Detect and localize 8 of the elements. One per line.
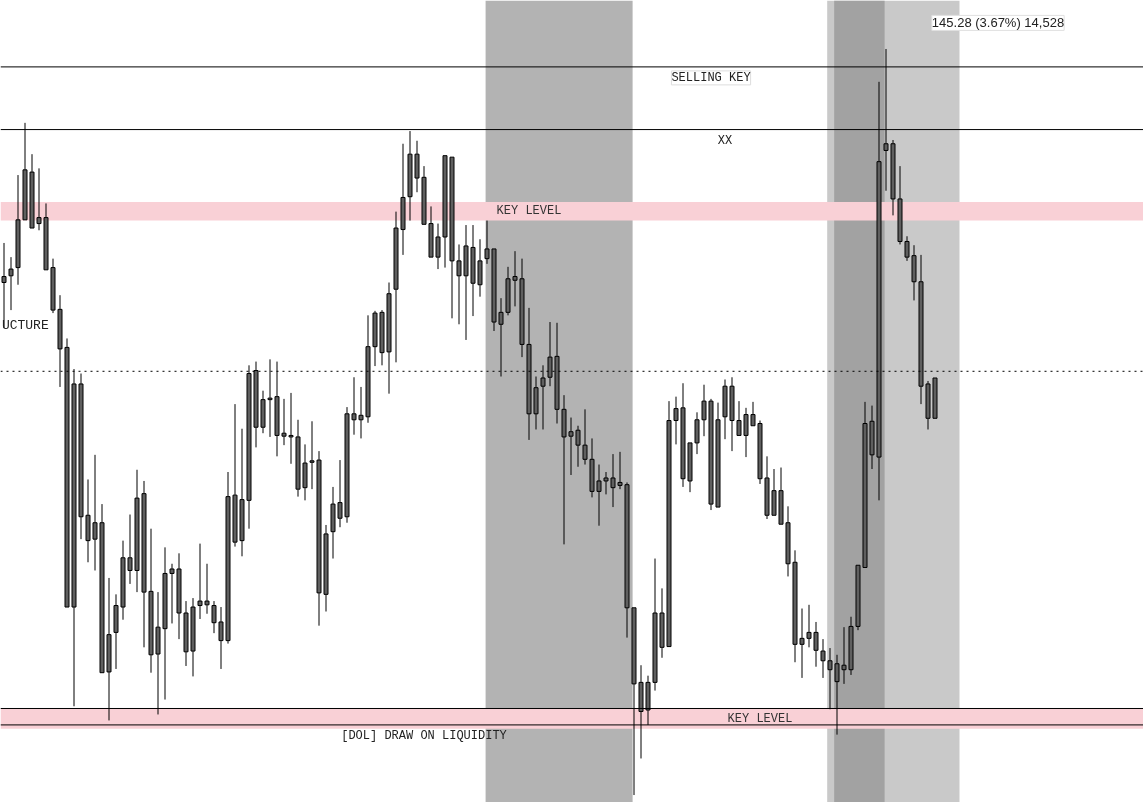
band-label: KEY LEVEL: [727, 711, 793, 726]
ref-line-label: SELLING KEY: [671, 70, 751, 85]
annotation: UCTURE: [1, 317, 49, 333]
band-label: KEY LEVEL: [496, 204, 562, 219]
text: 145.28 (3.67%) 14,528: [931, 15, 1065, 31]
candlestick: [8, 256, 14, 311]
ref-line-label: [DOL] DRAW ON LIQUIDITY: [341, 728, 507, 743]
ref-line-label: XX: [717, 133, 733, 148]
